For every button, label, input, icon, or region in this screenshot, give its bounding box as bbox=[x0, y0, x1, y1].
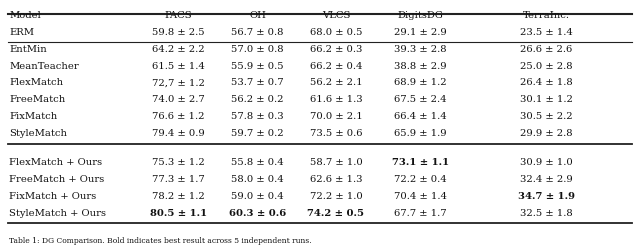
Text: 23.5 ± 1.4: 23.5 ± 1.4 bbox=[520, 28, 573, 37]
Text: 32.4 ± 2.9: 32.4 ± 2.9 bbox=[520, 175, 573, 184]
Text: 74.2 ± 0.5: 74.2 ± 0.5 bbox=[307, 209, 364, 218]
Text: 70.4 ± 1.4: 70.4 ± 1.4 bbox=[394, 192, 447, 201]
Text: 59.7 ± 0.2: 59.7 ± 0.2 bbox=[231, 129, 284, 138]
Text: 34.7 ± 1.9: 34.7 ± 1.9 bbox=[518, 192, 575, 201]
Text: 26.6 ± 2.6: 26.6 ± 2.6 bbox=[520, 45, 572, 54]
Text: OH: OH bbox=[249, 11, 266, 20]
Text: 68.0 ± 0.5: 68.0 ± 0.5 bbox=[310, 28, 362, 37]
Text: 29.1 ± 2.9: 29.1 ± 2.9 bbox=[394, 28, 447, 37]
Text: EntMin: EntMin bbox=[9, 45, 47, 54]
Text: 68.9 ± 1.2: 68.9 ± 1.2 bbox=[394, 78, 447, 88]
Text: 55.8 ± 0.4: 55.8 ± 0.4 bbox=[231, 158, 284, 167]
Text: 30.5 ± 2.2: 30.5 ± 2.2 bbox=[520, 112, 573, 121]
Text: 58.0 ± 0.4: 58.0 ± 0.4 bbox=[231, 175, 284, 184]
Text: 76.6 ± 1.2: 76.6 ± 1.2 bbox=[152, 112, 205, 121]
Text: DigitsDG: DigitsDG bbox=[397, 11, 444, 20]
Text: 60.3 ± 0.6: 60.3 ± 0.6 bbox=[229, 209, 286, 218]
Text: 26.4 ± 1.8: 26.4 ± 1.8 bbox=[520, 78, 573, 88]
Text: 74.0 ± 2.7: 74.0 ± 2.7 bbox=[152, 95, 205, 104]
Text: FlexMatch + Ours: FlexMatch + Ours bbox=[9, 158, 102, 167]
Text: 73.1 ± 1.1: 73.1 ± 1.1 bbox=[392, 158, 449, 167]
Text: ERM: ERM bbox=[9, 28, 34, 37]
Text: 72.2 ± 1.0: 72.2 ± 1.0 bbox=[310, 192, 362, 201]
Text: PACS: PACS bbox=[164, 11, 193, 20]
Text: 80.5 ± 1.1: 80.5 ± 1.1 bbox=[150, 209, 207, 218]
Text: 56.2 ± 2.1: 56.2 ± 2.1 bbox=[310, 78, 362, 88]
Text: 58.7 ± 1.0: 58.7 ± 1.0 bbox=[310, 158, 362, 167]
Text: 67.7 ± 1.7: 67.7 ± 1.7 bbox=[394, 209, 447, 218]
Text: 55.9 ± 0.5: 55.9 ± 0.5 bbox=[231, 62, 284, 71]
Text: 62.6 ± 1.3: 62.6 ± 1.3 bbox=[310, 175, 362, 184]
Text: StyleMatch + Ours: StyleMatch + Ours bbox=[9, 209, 106, 218]
Text: 64.2 ± 2.2: 64.2 ± 2.2 bbox=[152, 45, 205, 54]
Text: 59.0 ± 0.4: 59.0 ± 0.4 bbox=[231, 192, 284, 201]
Text: 56.2 ± 0.2: 56.2 ± 0.2 bbox=[231, 95, 284, 104]
Text: 38.8 ± 2.9: 38.8 ± 2.9 bbox=[394, 62, 447, 71]
Text: 39.3 ± 2.8: 39.3 ± 2.8 bbox=[394, 45, 447, 54]
Text: TerraInc.: TerraInc. bbox=[523, 11, 570, 20]
Text: 61.5 ± 1.4: 61.5 ± 1.4 bbox=[152, 62, 205, 71]
Text: 65.9 ± 1.9: 65.9 ± 1.9 bbox=[394, 129, 447, 138]
Text: 59.8 ± 2.5: 59.8 ± 2.5 bbox=[152, 28, 205, 37]
Text: 72.2 ± 0.4: 72.2 ± 0.4 bbox=[394, 175, 447, 184]
Text: StyleMatch: StyleMatch bbox=[9, 129, 67, 138]
Text: 77.3 ± 1.7: 77.3 ± 1.7 bbox=[152, 175, 205, 184]
Text: 66.2 ± 0.4: 66.2 ± 0.4 bbox=[310, 62, 362, 71]
Text: 78.2 ± 1.2: 78.2 ± 1.2 bbox=[152, 192, 205, 201]
Text: FixMatch + Ours: FixMatch + Ours bbox=[9, 192, 96, 201]
Text: 57.0 ± 0.8: 57.0 ± 0.8 bbox=[231, 45, 284, 54]
Text: FreeMatch: FreeMatch bbox=[9, 95, 65, 104]
Text: MeanTeacher: MeanTeacher bbox=[9, 62, 79, 71]
Text: 32.5 ± 1.8: 32.5 ± 1.8 bbox=[520, 209, 573, 218]
Text: 79.4 ± 0.9: 79.4 ± 0.9 bbox=[152, 129, 205, 138]
Text: FlexMatch: FlexMatch bbox=[9, 78, 63, 88]
Text: 30.9 ± 1.0: 30.9 ± 1.0 bbox=[520, 158, 573, 167]
Text: 53.7 ± 0.7: 53.7 ± 0.7 bbox=[231, 78, 284, 88]
Text: 61.6 ± 1.3: 61.6 ± 1.3 bbox=[310, 95, 362, 104]
Text: 57.8 ± 0.3: 57.8 ± 0.3 bbox=[231, 112, 284, 121]
Text: FreeMatch + Ours: FreeMatch + Ours bbox=[9, 175, 104, 184]
Text: 29.9 ± 2.8: 29.9 ± 2.8 bbox=[520, 129, 573, 138]
Text: 30.1 ± 1.2: 30.1 ± 1.2 bbox=[520, 95, 573, 104]
Text: 70.0 ± 2.1: 70.0 ± 2.1 bbox=[310, 112, 362, 121]
Text: 56.7 ± 0.8: 56.7 ± 0.8 bbox=[231, 28, 284, 37]
Text: 66.2 ± 0.3: 66.2 ± 0.3 bbox=[310, 45, 362, 54]
Text: 25.0 ± 2.8: 25.0 ± 2.8 bbox=[520, 62, 573, 71]
Text: FixMatch: FixMatch bbox=[9, 112, 58, 121]
Text: Table 1: DG Comparison. Bold indicates best result across 5 independent runs.: Table 1: DG Comparison. Bold indicates b… bbox=[9, 237, 312, 245]
Text: 73.5 ± 0.6: 73.5 ± 0.6 bbox=[310, 129, 362, 138]
Text: 66.4 ± 1.4: 66.4 ± 1.4 bbox=[394, 112, 447, 121]
Text: 67.5 ± 2.4: 67.5 ± 2.4 bbox=[394, 95, 447, 104]
Text: 72,7 ± 1.2: 72,7 ± 1.2 bbox=[152, 78, 205, 88]
Text: Model: Model bbox=[9, 11, 41, 20]
Text: 75.3 ± 1.2: 75.3 ± 1.2 bbox=[152, 158, 205, 167]
Text: VLCS: VLCS bbox=[322, 11, 350, 20]
